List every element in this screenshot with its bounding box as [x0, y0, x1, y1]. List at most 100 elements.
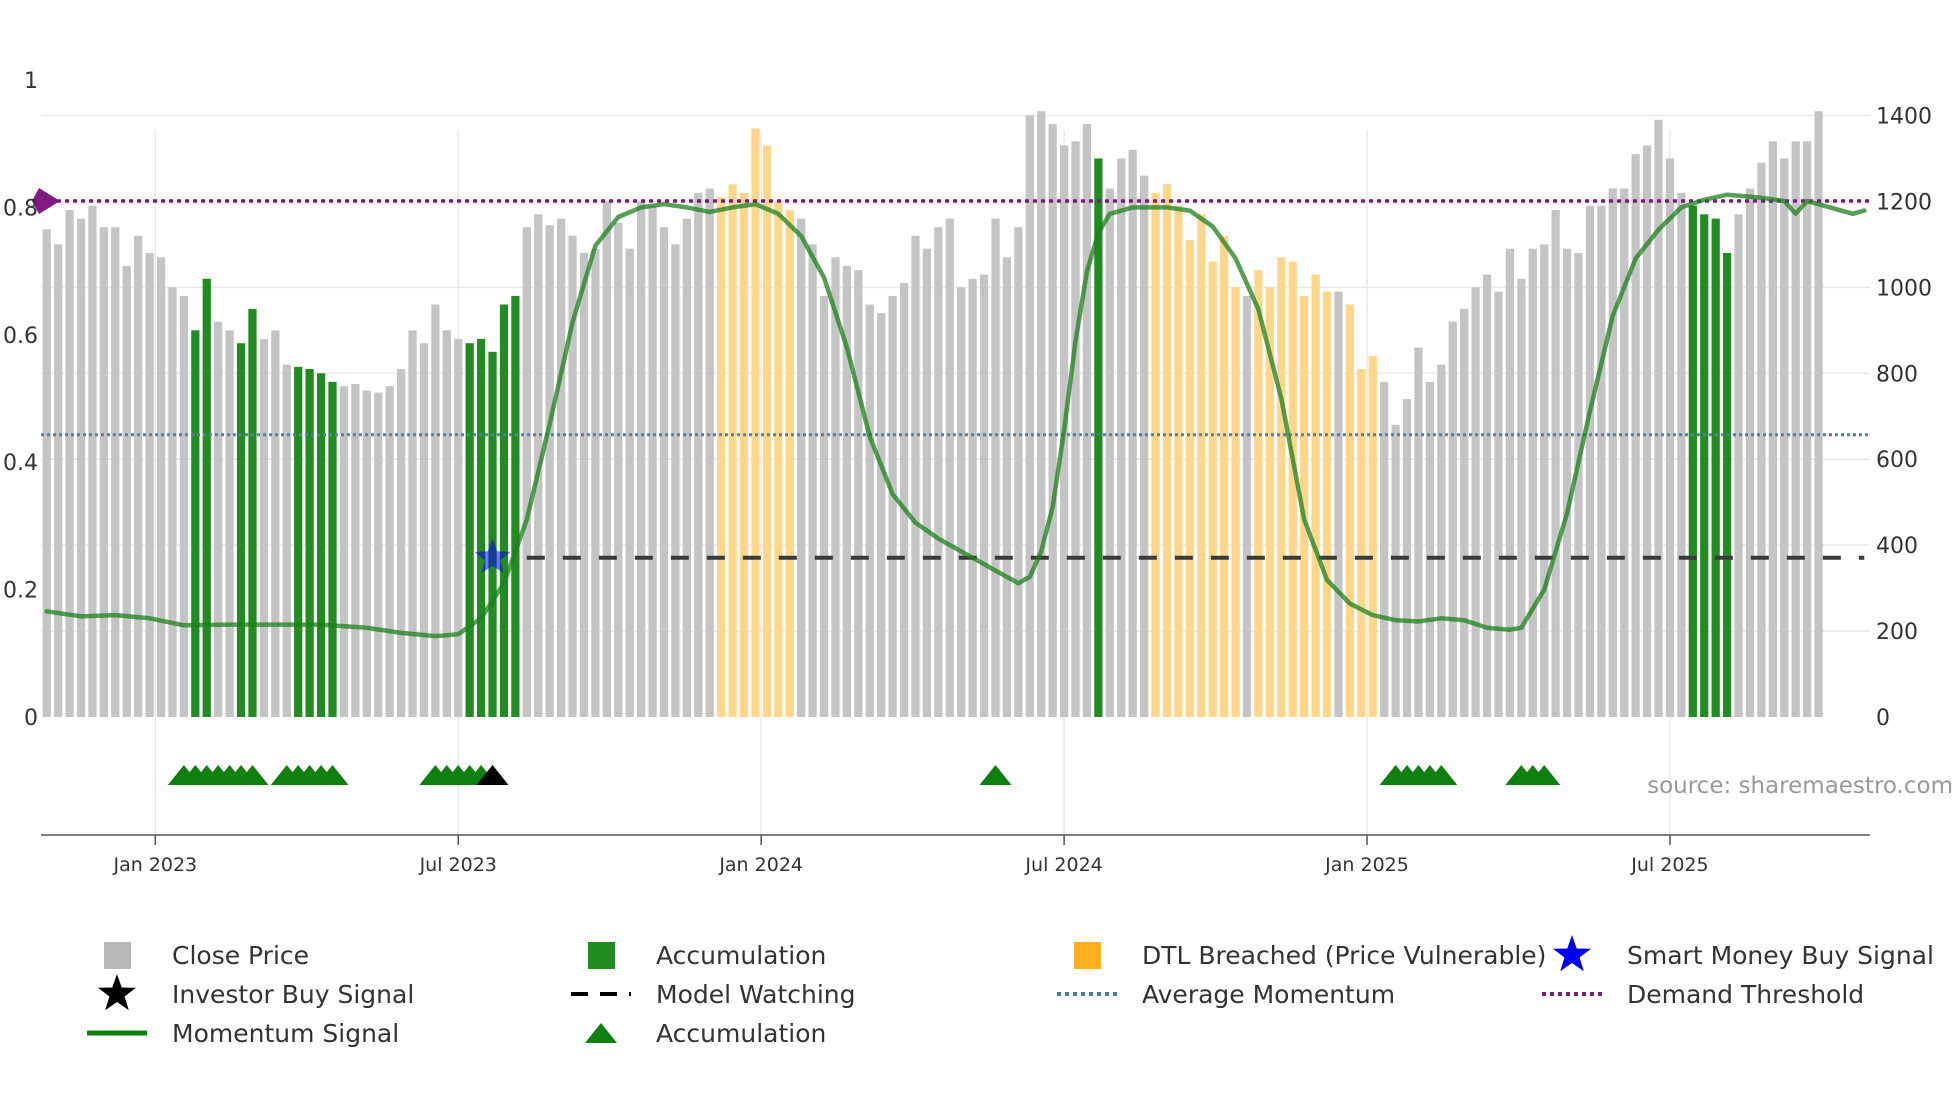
close-price-bar	[396, 368, 406, 717]
close-price-bar	[156, 257, 166, 717]
left-tick-label: 0.8	[3, 196, 38, 221]
accumulation-bar	[476, 338, 486, 717]
close-price-bar	[1037, 111, 1046, 717]
legend-label: Smart Money Buy Signal	[1627, 941, 1934, 970]
dtl-breached-bar	[751, 128, 760, 717]
close-price-bar	[1425, 381, 1435, 717]
legend-item-accumulation-marker: Accumulation	[585, 1019, 826, 1048]
left-tick-label: 0	[24, 706, 38, 731]
close-price-bar	[442, 330, 451, 717]
x-tick-label: Jan 2024	[718, 854, 803, 876]
legend-item-close-price: Close Price	[104, 941, 309, 970]
accumulation-bar	[1094, 158, 1103, 718]
dtl-breached-bar	[1300, 295, 1309, 717]
close-price-bar	[1562, 248, 1572, 718]
close-price-bar	[225, 330, 234, 717]
gray-square-icon	[104, 942, 131, 969]
dtl-breached-bar	[762, 145, 771, 718]
dtl-breached-bar	[1231, 287, 1240, 717]
close-price-bar	[134, 235, 143, 718]
dtl-breached-bar	[728, 184, 737, 717]
close-price-bar	[1803, 141, 1812, 717]
close-price-bar	[339, 386, 349, 717]
close-price-bar	[877, 313, 886, 717]
accumulation-bar	[248, 308, 257, 717]
green-triangle-icon	[585, 1023, 617, 1043]
close-price-bar	[271, 330, 280, 717]
dtl-breached-bar	[1197, 214, 1206, 717]
legend-item-demand-threshold: Demand Threshold	[1542, 980, 1864, 1009]
close-price-bar	[122, 265, 131, 717]
dtl-breached-bar	[1288, 261, 1297, 717]
close-price-bar	[408, 330, 417, 717]
dtl-breached-bar	[1345, 304, 1354, 717]
grid-layer	[41, 114, 1870, 835]
close-price-bar	[1105, 188, 1114, 717]
accumulation-bar	[1722, 252, 1732, 717]
accumulation-marker	[1425, 765, 1458, 785]
dtl-breached-bar	[1311, 274, 1320, 717]
accumulation-bar	[499, 304, 509, 717]
close-price-bar	[1380, 381, 1389, 717]
close-price-bar	[65, 210, 74, 717]
close-price-bar	[819, 295, 829, 717]
left-tick-label: 0.6	[3, 324, 38, 349]
dtl-breached-bar	[774, 201, 783, 717]
close-price-bar	[374, 392, 383, 717]
close-price-bar	[431, 304, 440, 717]
bar-layer	[42, 111, 1823, 718]
close-price-bar	[1082, 124, 1092, 717]
close-price-bar	[214, 321, 223, 717]
close-price-bar	[145, 252, 154, 717]
right-tick-label: 400	[1876, 534, 1918, 559]
close-price-bar	[1620, 188, 1629, 717]
close-price-bar	[614, 222, 623, 717]
dtl-breached-bar	[1208, 261, 1217, 717]
close-price-bar	[42, 229, 51, 718]
close-price-bar	[557, 218, 566, 717]
close-price-bar	[1448, 321, 1457, 717]
close-price-bar	[1517, 278, 1526, 717]
accumulation-bar	[511, 295, 520, 717]
close-price-bar	[1140, 175, 1149, 718]
close-price-bar	[1334, 291, 1343, 717]
close-price-bar	[1117, 158, 1126, 718]
close-price-bar	[591, 248, 600, 718]
legend-label: Momentum Signal	[172, 1019, 399, 1048]
axis-layer: Jan 2023 Jul 2023 Jan 2024 Jul 2024 Jan 2025…	[3, 69, 1932, 876]
accumulation-marker	[979, 765, 1012, 785]
close-price-bar	[362, 390, 371, 717]
dtl-breached-bar	[1265, 287, 1274, 717]
x-tick-label: Jul 2024	[1024, 854, 1102, 876]
close-price-bar	[1128, 149, 1137, 718]
legend-item-dtl-breached: DTL Breached (Price Vulnerable)	[1074, 941, 1546, 970]
close-price-bar	[99, 227, 108, 717]
legend-label: DTL Breached (Price Vulnerable)	[1142, 941, 1546, 970]
legend-item-smart-money-buy-signal: Smart Money Buy Signal	[1553, 935, 1934, 972]
close-price-bar	[54, 244, 63, 717]
close-price-bar	[831, 257, 840, 717]
legend-item-investor-buy-signal: Investor Buy Signal	[98, 974, 414, 1011]
close-price-bar	[568, 235, 577, 718]
close-price-bar	[934, 227, 943, 717]
right-tick-label: 1200	[1876, 190, 1932, 215]
accumulation-bar	[316, 373, 326, 717]
dtl-breached-bar	[1162, 184, 1172, 717]
close-price-bar	[968, 278, 977, 717]
close-price-bar	[1528, 248, 1537, 718]
close-price-bar	[625, 248, 634, 718]
dtl-breached-bar	[785, 210, 794, 717]
close-price-bar	[545, 225, 554, 717]
investor-buy-signal-marker	[476, 765, 509, 785]
close-price-bar	[682, 218, 691, 717]
close-price-bar	[659, 227, 669, 717]
black-star-icon	[98, 974, 136, 1011]
close-price-bar	[1814, 111, 1823, 717]
close-price-bar	[454, 338, 463, 717]
legend-item-momentum-signal: Momentum Signal	[87, 1019, 399, 1048]
close-price-bar	[282, 364, 291, 717]
dtl-breached-bar	[1151, 192, 1160, 718]
green-square-icon	[588, 942, 615, 969]
accumulation-marker	[316, 765, 349, 785]
legend-label: Close Price	[172, 941, 309, 970]
